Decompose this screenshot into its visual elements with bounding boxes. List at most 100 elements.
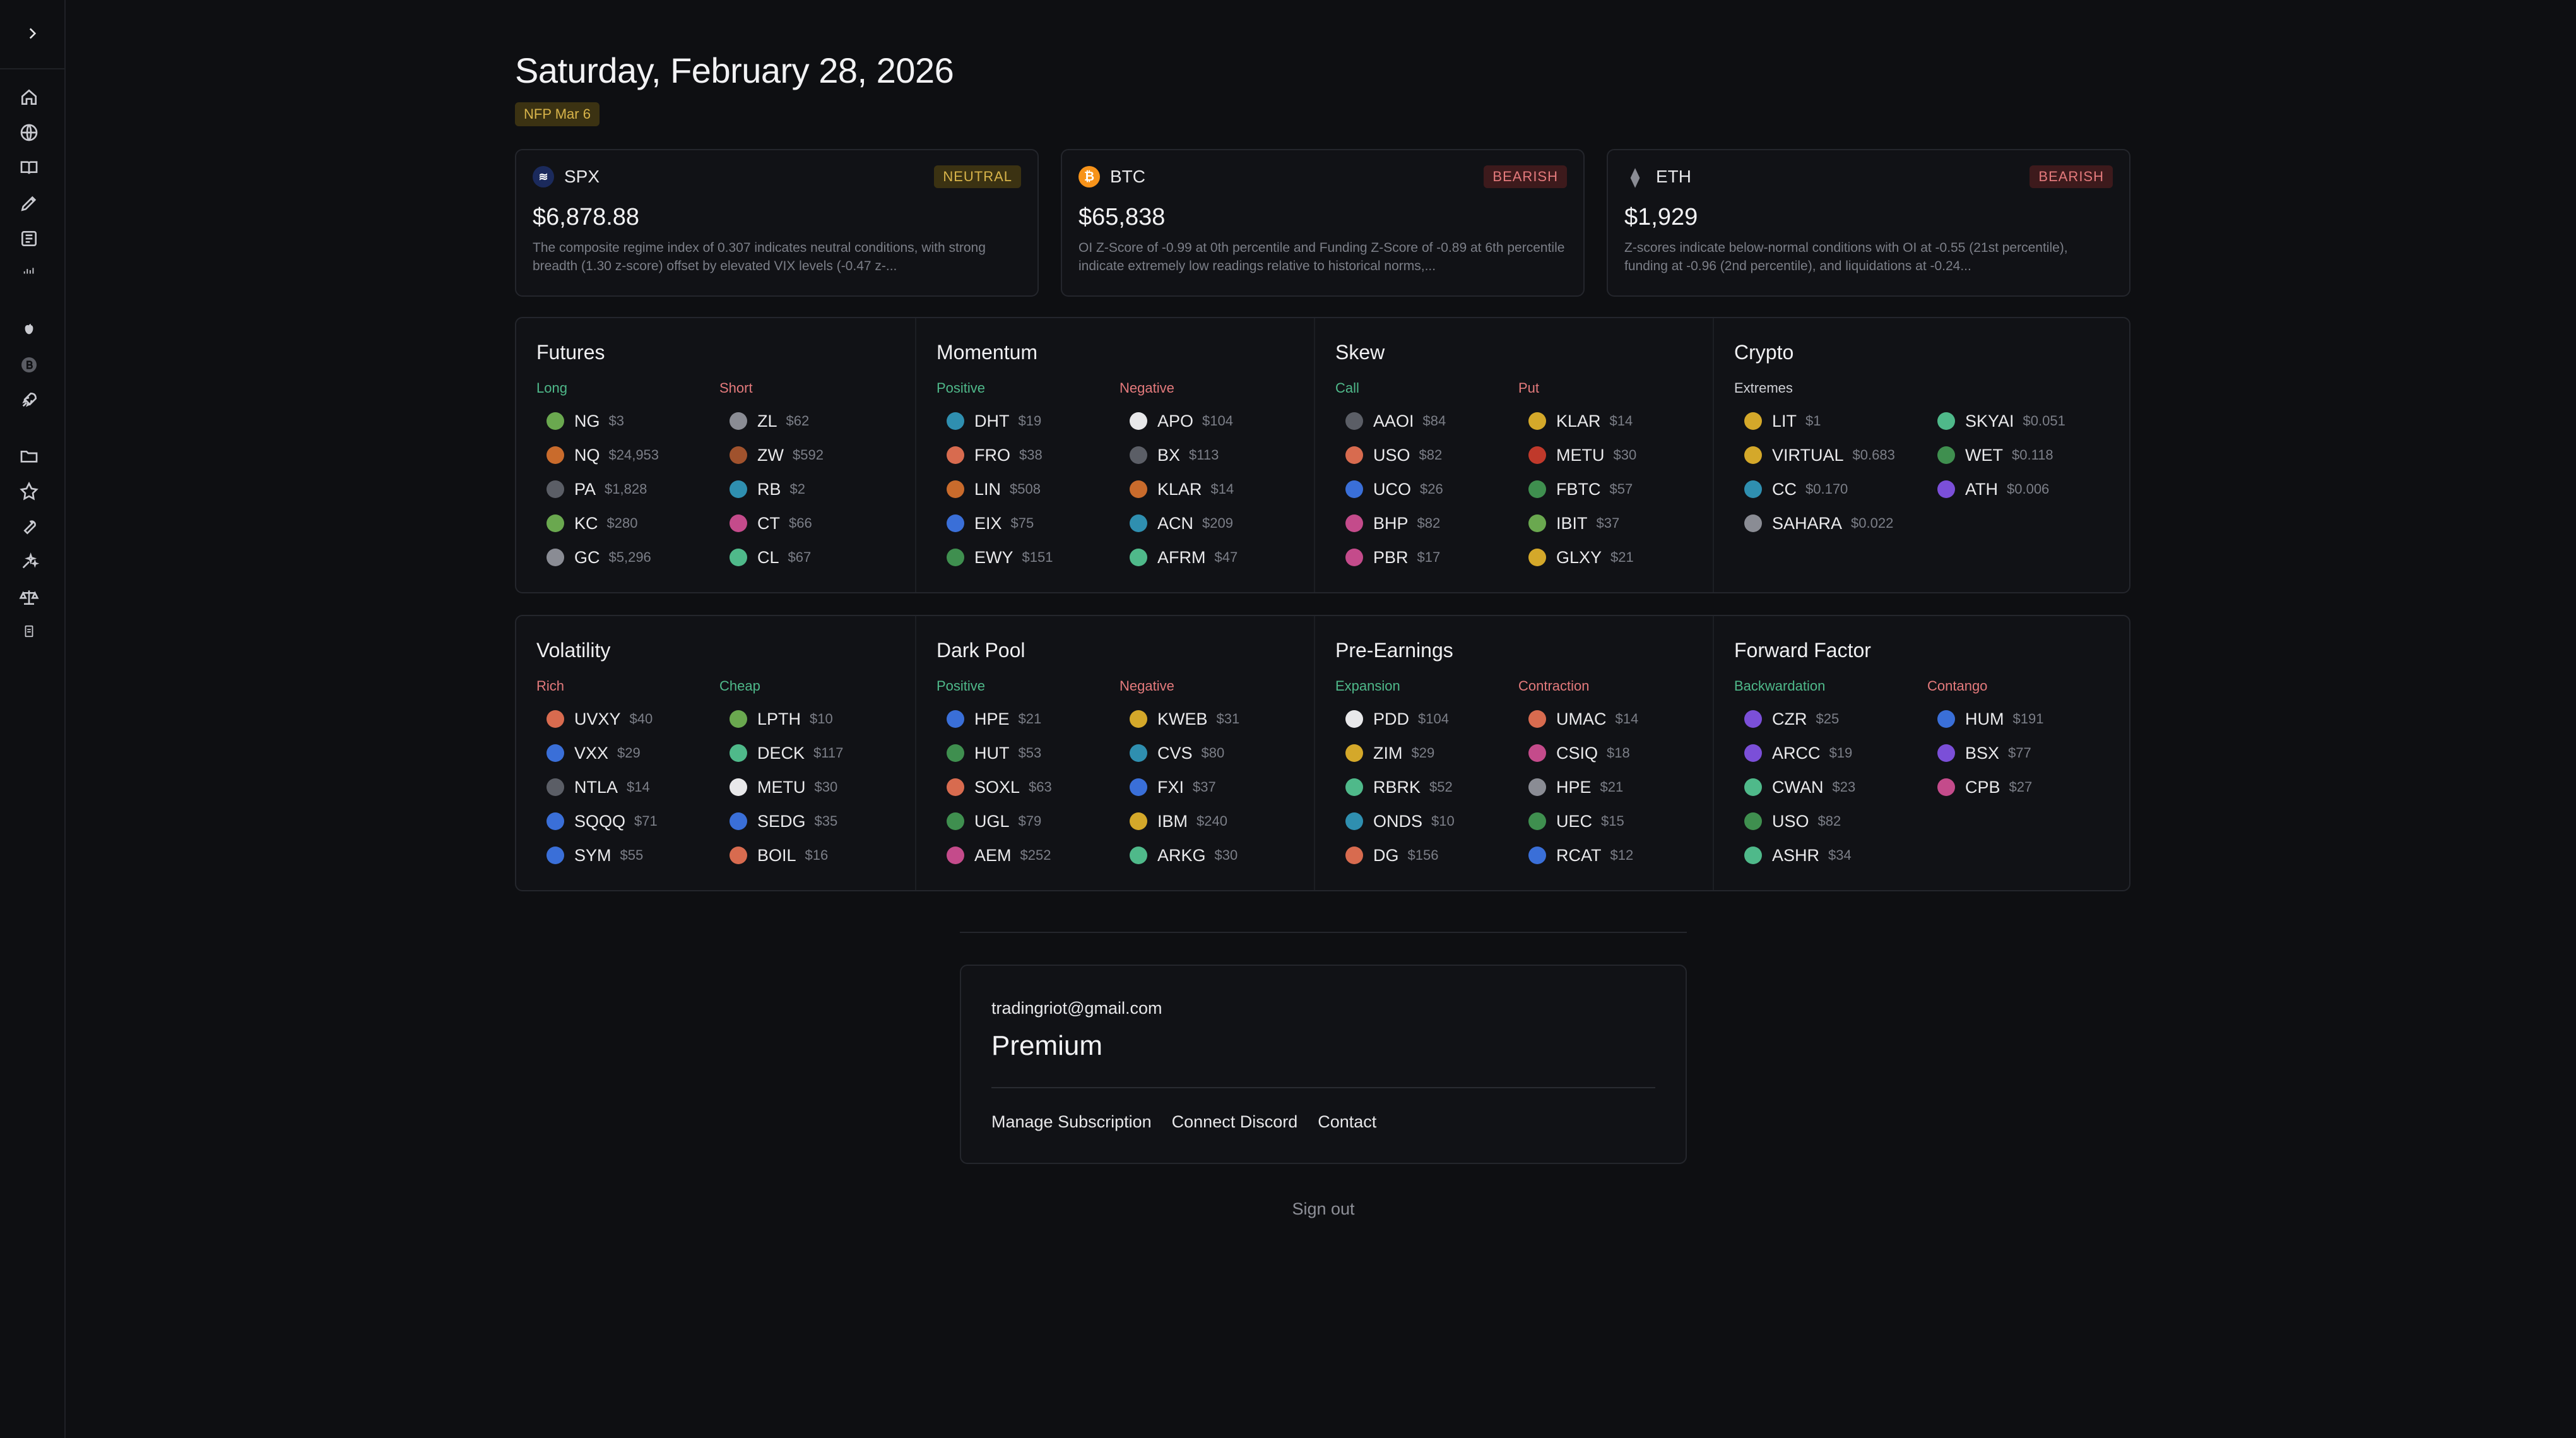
ticker-row[interactable]: GC $5,296 [536,540,719,574]
ticker-row[interactable]: CL $67 [719,540,902,574]
ticker-row[interactable]: ASHR $34 [1734,838,1917,872]
folder-icon[interactable] [16,443,42,468]
document-icon[interactable] [16,619,42,644]
ticker-row[interactable]: KWEB $31 [1120,702,1303,736]
scales-icon[interactable] [16,585,42,610]
ticker-row[interactable]: BHP $82 [1335,506,1518,540]
manage-subscription-link[interactable]: Manage Subscription [991,1112,1152,1131]
regime-card-btc[interactable]: ₿ BTC BEARISH $65,838 OI Z-Score of -0.9… [1061,149,1585,297]
ticker-row[interactable]: METU $30 [719,770,902,804]
regime-card-spx[interactable]: ≋ SPX NEUTRAL $6,878.88 The composite re… [515,149,1039,297]
ticker-row[interactable]: LIN $508 [936,472,1120,506]
ticker-row[interactable]: FXI $37 [1120,770,1303,804]
ticker-row[interactable]: FRO $38 [936,438,1120,472]
ticker-row[interactable]: GLXY $21 [1518,540,1701,574]
ticker-row[interactable]: KC $280 [536,506,719,540]
ticker-row[interactable]: USO $82 [1335,438,1518,472]
ticker-row[interactable]: RCAT $12 [1518,838,1701,872]
ticker-row[interactable]: DECK $117 [719,736,902,770]
ticker-row[interactable]: BOIL $16 [719,838,902,872]
ticker-row[interactable]: VXX $29 [536,736,719,770]
ticker-row[interactable]: RBRK $52 [1335,770,1518,804]
ticker-row[interactable]: ATH $0.006 [1927,472,2110,506]
ticker-row[interactable]: SKYAI $0.051 [1927,404,2110,438]
ticker-row[interactable]: CT $66 [719,506,902,540]
bars-icon[interactable] [16,258,42,283]
ticker-row[interactable]: ACN $209 [1120,506,1303,540]
ticker-row[interactable]: SAHARA $0.022 [1734,506,1917,540]
ticker-row[interactable]: NQ $24,953 [536,438,719,472]
ticker-row[interactable]: IBM $240 [1120,804,1303,838]
ticker-row[interactable]: HUM $191 [1927,702,2110,736]
regime-card-eth[interactable]: ⧫ ETH BEARISH $1,929 Z-scores indicate b… [1607,149,2130,297]
ticker-row[interactable]: SEDG $35 [719,804,902,838]
bitcoin-icon[interactable] [16,352,42,377]
ticker-row[interactable]: NG $3 [536,404,719,438]
ticker-row[interactable]: ZW $592 [719,438,902,472]
ticker-row[interactable]: NTLA $14 [536,770,719,804]
contact-link[interactable]: Contact [1318,1112,1377,1131]
ticker-row[interactable]: USO $82 [1734,804,1917,838]
ticker-row[interactable]: AAOI $84 [1335,404,1518,438]
ticker-row[interactable]: DG $156 [1335,838,1518,872]
ticker-row[interactable]: HPE $21 [936,702,1120,736]
globe-icon[interactable] [16,120,42,145]
ticker-row[interactable]: DHT $19 [936,404,1120,438]
ticker-row[interactable]: VIRTUAL $0.683 [1734,438,1917,472]
ticker-price: $84 [1422,413,1446,429]
ticker-row[interactable]: SQQQ $71 [536,804,719,838]
ticker-row[interactable]: IBIT $37 [1518,506,1701,540]
event-badge[interactable]: NFP Mar 6 [515,102,600,126]
home-icon[interactable] [16,85,42,110]
ticker-row[interactable]: ONDS $10 [1335,804,1518,838]
ticker-row[interactable]: PDD $104 [1335,702,1518,736]
ticker-row[interactable]: UMAC $14 [1518,702,1701,736]
ticker-row[interactable]: EWY $151 [936,540,1120,574]
ticker-row[interactable]: CWAN $23 [1734,770,1917,804]
ticker-row[interactable]: ZIM $29 [1335,736,1518,770]
ticker-row[interactable]: ARKG $30 [1120,838,1303,872]
wrench-icon[interactable] [16,514,42,539]
ticker-row[interactable]: SOXL $63 [936,770,1120,804]
ticker-row[interactable]: SYM $55 [536,838,719,872]
ticker-row[interactable]: PBR $17 [1335,540,1518,574]
newspaper-icon[interactable] [16,226,42,251]
ticker-row[interactable]: AEM $252 [936,838,1120,872]
ticker-row[interactable]: METU $30 [1518,438,1701,472]
connect-discord-link[interactable]: Connect Discord [1171,1112,1298,1131]
ticker-row[interactable]: UEC $15 [1518,804,1701,838]
ticker-row[interactable]: RB $2 [719,472,902,506]
sign-out-button[interactable]: Sign out [1292,1199,1355,1218]
sparkles-icon[interactable] [16,549,42,574]
ticker-row[interactable]: KLAR $14 [1120,472,1303,506]
ticker-row[interactable]: UVXY $40 [536,702,719,736]
ticker-row[interactable]: LPTH $10 [719,702,902,736]
apple-icon[interactable] [16,317,42,342]
ticker-row[interactable]: LIT $1 [1734,404,1917,438]
ticker-row[interactable]: CZR $25 [1734,702,1917,736]
ticker-row[interactable]: HUT $53 [936,736,1120,770]
ticker-row[interactable]: UCO $26 [1335,472,1518,506]
ticker-row[interactable]: APO $104 [1120,404,1303,438]
ticker-row[interactable]: CPB $27 [1927,770,2110,804]
ticker-row[interactable]: AFRM $47 [1120,540,1303,574]
ticker-row[interactable]: HPE $21 [1518,770,1701,804]
ticker-row[interactable]: EIX $75 [936,506,1120,540]
rocket-icon[interactable] [16,388,42,413]
ticker-row[interactable]: PA $1,828 [536,472,719,506]
ticker-row[interactable]: WET $0.118 [1927,438,2110,472]
ticker-row[interactable]: FBTC $57 [1518,472,1701,506]
ticker-row[interactable]: ARCC $19 [1734,736,1917,770]
ticker-row[interactable]: CVS $80 [1120,736,1303,770]
ticker-row[interactable]: UGL $79 [936,804,1120,838]
ticker-row[interactable]: CSIQ $18 [1518,736,1701,770]
expand-sidebar-button[interactable] [16,18,48,49]
star-icon[interactable] [16,478,42,504]
ticker-row[interactable]: BSX $77 [1927,736,2110,770]
ticker-row[interactable]: BX $113 [1120,438,1303,472]
ticker-row[interactable]: CC $0.170 [1734,472,1917,506]
ticker-row[interactable]: ZL $62 [719,404,902,438]
ticker-row[interactable]: KLAR $14 [1518,404,1701,438]
book-icon[interactable] [16,155,42,181]
pencil-icon[interactable] [16,191,42,216]
